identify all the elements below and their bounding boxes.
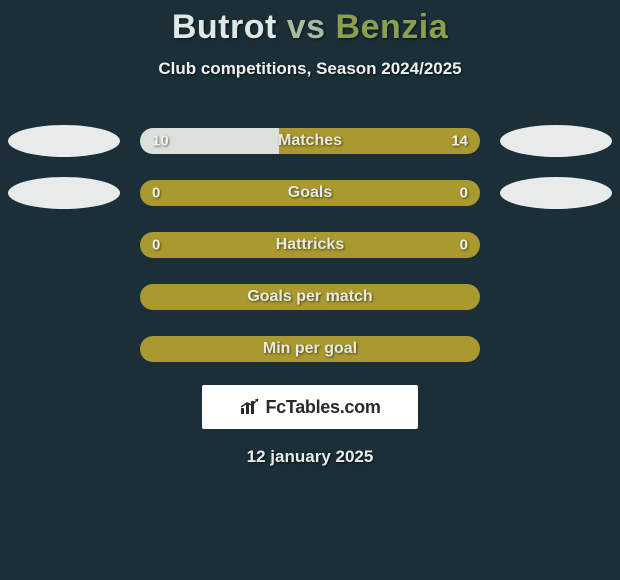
bar-segment-player2 [140, 180, 480, 206]
stat-row: 1014Matches [0, 125, 620, 157]
stat-bar: Min per goal [140, 336, 480, 362]
player2-badge [500, 125, 612, 157]
stat-bar: Goals per match [140, 284, 480, 310]
bar-segment-player2 [140, 232, 480, 258]
player1-badge [8, 177, 120, 209]
attribution-text: FcTables.com [265, 397, 380, 418]
stat-bar: 1014Matches [140, 128, 480, 154]
player1-name: Butrot [172, 8, 277, 46]
stat-row: Min per goal [0, 333, 620, 365]
stat-value-player2: 0 [460, 237, 468, 254]
footer-date: 12 january 2025 [0, 447, 620, 467]
stat-bar: 00Hattricks [140, 232, 480, 258]
player2-badge [500, 177, 612, 209]
stat-row: 00Goals [0, 177, 620, 209]
stat-value-player1: 0 [152, 185, 160, 202]
attribution-badge[interactable]: FcTables.com [202, 385, 418, 429]
stat-bar: 00Goals [140, 180, 480, 206]
bar-segment-player2 [279, 128, 480, 154]
stat-value-player1: 10 [152, 133, 169, 150]
bar-segment-player2 [140, 284, 480, 310]
stat-value-player1: 0 [152, 237, 160, 254]
stat-value-player2: 14 [451, 133, 468, 150]
player2-name: Benzia [336, 8, 449, 46]
bar-segment-player2 [140, 336, 480, 362]
stat-row: Goals per match [0, 281, 620, 313]
subtitle: Club competitions, Season 2024/2025 [0, 59, 620, 79]
stat-row: 00Hattricks [0, 229, 620, 261]
chart-icon [239, 398, 261, 416]
vs-separator: vs [287, 8, 326, 46]
player1-badge [8, 125, 120, 157]
page-title: Butrot vs Benzia [0, 0, 620, 47]
stat-value-player2: 0 [460, 185, 468, 202]
